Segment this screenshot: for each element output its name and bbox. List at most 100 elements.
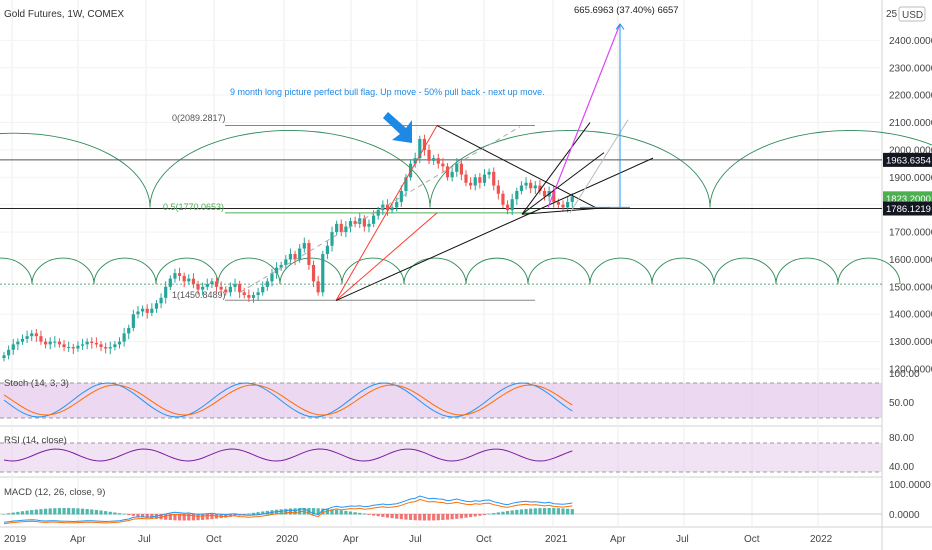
macd-histogram-bar xyxy=(279,509,283,515)
macd-histogram-bar xyxy=(90,509,94,515)
candle-body xyxy=(261,286,265,293)
candle-body xyxy=(432,158,436,161)
macd-histogram-bar xyxy=(117,513,122,515)
candles xyxy=(2,134,574,362)
candle-body xyxy=(311,264,316,282)
macd-histogram-bar xyxy=(529,508,533,515)
macd-histogram-bar xyxy=(67,508,71,515)
currency-button[interactable] xyxy=(898,6,926,22)
stoch-tick-50: 50.00 xyxy=(889,398,914,409)
candle-body xyxy=(2,355,6,359)
macd-label: MACD (12, 26, close, 9) xyxy=(4,487,105,498)
macd-histogram-bar xyxy=(441,514,445,521)
candle-body xyxy=(145,308,149,313)
candle-body xyxy=(307,243,311,265)
macd-histogram-bar xyxy=(469,514,473,518)
candle-body xyxy=(496,185,500,194)
macd-histogram-bar xyxy=(57,508,62,515)
macd-histogram-bar xyxy=(353,512,357,515)
cycle-arc-large xyxy=(429,130,711,208)
signal-line xyxy=(3,498,573,525)
macd-histogram-bar xyxy=(242,514,246,515)
bull-flag-note: 9 month long picture perfect bull flag. … xyxy=(230,87,545,97)
fan-line-grey xyxy=(569,119,629,214)
candle-body xyxy=(418,138,422,159)
candle-body xyxy=(141,308,145,312)
fib-low-label: 1(1450.8489) xyxy=(172,290,226,300)
candle-body xyxy=(205,284,209,287)
price-badge-label: 1963.6354 xyxy=(886,155,931,166)
cycle-arc-small xyxy=(0,257,33,285)
macd-histogram-bar xyxy=(561,508,565,515)
macd-histogram-bar xyxy=(487,513,491,515)
macd-histogram-bar xyxy=(519,509,524,515)
price-tick-label: 2200.0000 xyxy=(889,91,932,102)
time-tick-label: Apr xyxy=(343,534,359,545)
time-tick-label: Apr xyxy=(610,534,626,545)
cycle-arc-small xyxy=(527,257,591,285)
macd-histogram-bar xyxy=(205,514,209,520)
time-tick-label: 2019 xyxy=(4,534,27,545)
vertical-grid xyxy=(0,0,882,527)
candle-body xyxy=(441,163,445,167)
cycle-arc-small xyxy=(775,257,839,285)
cycle-arc-small xyxy=(713,257,777,285)
macd-histogram-bar xyxy=(196,514,200,521)
flagpole-left xyxy=(335,125,438,301)
candle-body xyxy=(150,308,154,313)
stoch-k-line xyxy=(3,382,573,418)
stoch-tick-100: 100.00 xyxy=(889,369,920,380)
candle-body xyxy=(427,149,431,161)
macd-histogram-bar xyxy=(362,513,366,515)
macd-histogram-bar xyxy=(427,514,431,521)
macd-histogram-bar xyxy=(62,508,66,515)
price-tick-label: 1500.0000 xyxy=(889,282,932,293)
cycle-arc-small xyxy=(651,257,715,285)
candle-body xyxy=(154,303,159,309)
flag-lower-line xyxy=(521,206,611,215)
cycle-arc-large xyxy=(149,130,431,208)
macd-histogram-bar xyxy=(182,514,186,521)
macd-line xyxy=(3,495,573,523)
macd-histogram-bar xyxy=(11,512,15,515)
macd-histogram-bar xyxy=(159,514,163,520)
cycle-arc-small xyxy=(465,257,529,285)
macd-histogram-bar xyxy=(43,508,48,515)
macd-histogram-bar xyxy=(455,514,459,519)
macd-histogram-bar xyxy=(339,510,343,515)
fan-line-2 xyxy=(521,152,605,215)
candle-body xyxy=(247,295,251,298)
price-tick-label: 1300.0000 xyxy=(889,337,932,348)
macd-histogram-bar xyxy=(376,514,380,517)
candle-body xyxy=(298,248,302,260)
time-tick-label: Apr xyxy=(70,534,86,545)
macd-histogram-bar xyxy=(99,510,103,515)
candle-body xyxy=(219,286,223,290)
rsi-band xyxy=(0,443,882,472)
cycle-arc-small xyxy=(279,257,343,285)
macd-histogram-bar xyxy=(173,514,177,521)
macd-histogram-bar xyxy=(284,508,288,515)
macd-histogram-bar xyxy=(34,509,38,515)
macd-histogram-bar xyxy=(113,512,117,515)
cycle-arc-small xyxy=(403,257,467,285)
candle-body xyxy=(136,311,140,315)
cycle-arc-small xyxy=(93,257,157,285)
trend-drawings xyxy=(239,23,654,301)
stoch-d-line xyxy=(3,384,573,416)
candle-body xyxy=(279,264,283,268)
candle-body xyxy=(293,253,297,260)
price-tick-label: 1400.0000 xyxy=(889,310,932,321)
cycle-arc-small xyxy=(837,257,901,285)
macd-histogram-bar xyxy=(478,514,482,516)
macd-histogram-bar xyxy=(473,514,477,517)
macd-histogram-bar xyxy=(390,514,394,519)
price-tick-label: 1200.0000 xyxy=(889,365,932,376)
candle-body xyxy=(464,174,468,183)
macd-histogram-bar xyxy=(136,514,140,517)
time-tick-label: Oct xyxy=(206,534,222,545)
candle-body xyxy=(478,177,482,183)
macd-histogram-bar xyxy=(233,514,237,517)
candle-body xyxy=(524,182,528,186)
macd-histogram-bar xyxy=(464,514,468,518)
